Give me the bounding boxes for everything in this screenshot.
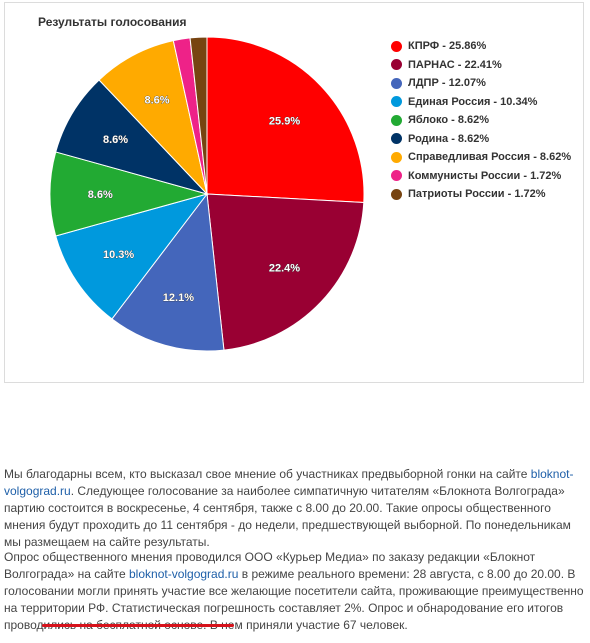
legend-swatch-5 xyxy=(391,133,402,145)
legend-swatch-6 xyxy=(391,151,402,163)
legend-swatch-2 xyxy=(391,77,402,89)
legend-label-8: Патриоты России - 1.72% xyxy=(408,188,546,201)
legend-swatch-7 xyxy=(391,170,402,182)
chart-title: Результаты голосования xyxy=(38,15,187,29)
legend-item-6[interactable]: Справедливая Россия - 8.62% xyxy=(391,148,571,167)
site-link-2[interactable]: bloknot-volgograd.ru xyxy=(129,567,239,581)
participants-highlight: В нем приняли участие 67 человек. xyxy=(209,618,408,632)
red-underline-mark xyxy=(42,624,234,627)
pie-chart: 25.9% 22.4% 12.1% 10.3% 8.6% 8.6% 8.6% xyxy=(49,36,365,352)
slice-label-4: 8.6% xyxy=(88,189,113,201)
slice-label-3: 10.3% xyxy=(103,249,134,261)
legend-item-8[interactable]: Патриоты России - 1.72% xyxy=(391,185,571,204)
pie-slice-3[interactable] xyxy=(55,193,209,320)
slice-label-2: 12.1% xyxy=(163,292,194,304)
legend-label-7: Коммунисты России - 1.72% xyxy=(408,169,562,182)
legend-swatch-0 xyxy=(391,40,402,52)
paragraph-1-text-start: Мы благодарны всем, кто высказал свое мн… xyxy=(4,467,531,481)
legend-item-7[interactable]: Коммунисты России - 1.72% xyxy=(391,167,571,186)
legend-swatch-3 xyxy=(391,96,402,108)
legend-item-2[interactable]: ЛДПР - 12.07% xyxy=(391,74,571,93)
site-link[interactable]: bloknot-volgograd.ru xyxy=(4,467,574,498)
pie-slice-8[interactable] xyxy=(189,36,208,195)
legend-item-0[interactable]: КПРФ - 25.86% xyxy=(391,37,571,56)
pie-slice-2[interactable] xyxy=(111,192,225,352)
pie-slice-0[interactable] xyxy=(206,36,365,204)
slice-label-0: 25.9% xyxy=(269,116,300,128)
legend-label-5: Родина - 8.62% xyxy=(408,132,490,145)
legend-item-3[interactable]: Единая Россия - 10.34% xyxy=(391,93,571,112)
pie-slice-6[interactable] xyxy=(98,40,208,196)
slice-label-1: 22.4% xyxy=(269,262,300,274)
legend-swatch-8 xyxy=(391,188,402,200)
pie-slice-1[interactable] xyxy=(206,193,365,351)
legend-swatch-4 xyxy=(391,114,402,126)
legend-label-1: ПАРНАС - 22.41% xyxy=(408,58,502,71)
slice-label-6: 8.6% xyxy=(144,95,169,107)
legend-item-4[interactable]: Яблоко - 8.62% xyxy=(391,111,571,130)
pie-slice-4[interactable] xyxy=(49,151,209,237)
paragraph-2-text-mid: в режиме реального времени: 28 августа, … xyxy=(4,567,584,632)
article-paragraph-1: Мы благодарны всем, кто высказал свое мн… xyxy=(4,466,584,551)
slice-label-5: 8.6% xyxy=(103,134,128,146)
paragraph-1-text-end: . Следующее голосование за наиболее симп… xyxy=(4,484,571,549)
legend-label-2: ЛДПР - 12.07% xyxy=(408,77,486,90)
legend-label-4: Яблоко - 8.62% xyxy=(408,114,490,127)
legend-label-0: КПРФ - 25.86% xyxy=(408,40,487,53)
chart-legend: КПРФ - 25.86% ПАРНАС - 22.41% ЛДПР - 12.07… xyxy=(391,37,571,204)
article-paragraph-2: Опрос общественного мнения проводился ОО… xyxy=(4,549,584,634)
legend-label-6: Справедливая Россия - 8.62% xyxy=(408,151,572,164)
paragraph-2-text-start: Опрос общественного мнения проводился ОО… xyxy=(4,550,536,581)
chart-container: Результаты голосования 25.9% 22.4% 12.1% 10… xyxy=(4,2,584,383)
legend-item-1[interactable]: ПАРНАС - 22.41% xyxy=(391,56,571,75)
legend-swatch-1 xyxy=(391,59,402,71)
legend-item-5[interactable]: Родина - 8.62% xyxy=(391,130,571,149)
pie-slice-5[interactable] xyxy=(55,79,209,195)
legend-label-3: Единая Россия - 10.34% xyxy=(408,95,538,108)
